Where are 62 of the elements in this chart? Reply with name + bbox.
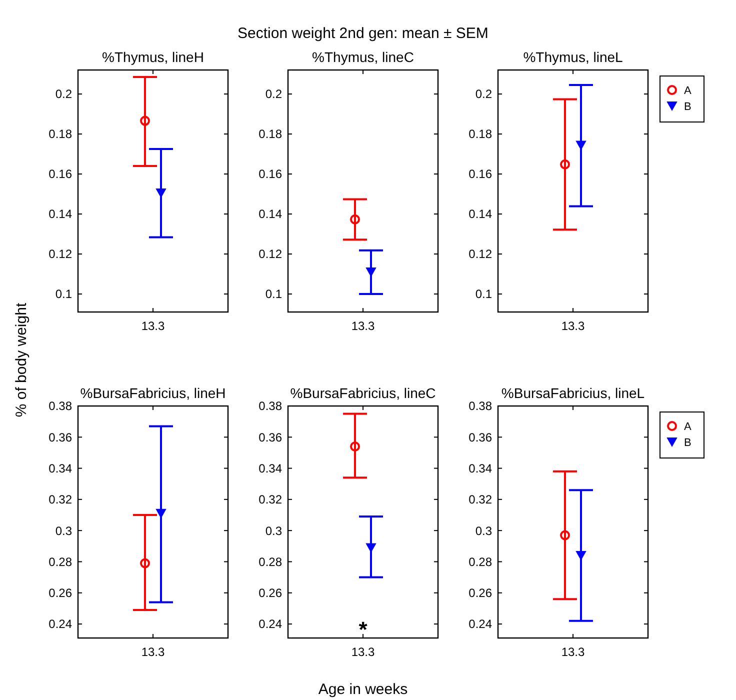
y-tick-label: 0.1 (265, 287, 282, 302)
chart-title: %Thymus, lineC (312, 49, 414, 65)
y-tick-label: 0.18 (258, 127, 282, 142)
x-axis-title: Age in weeks (318, 681, 408, 698)
y-tick-label: 0.16 (258, 167, 282, 182)
y-tick-label: 0.26 (258, 586, 282, 600)
y-tick-label: 0.2 (55, 87, 72, 102)
y-tick-label: 0.32 (258, 492, 282, 507)
y-tick-label: 0.34 (48, 461, 72, 476)
x-tick-label: 13.3 (141, 319, 165, 333)
legend-label: B (684, 100, 692, 113)
x-tick-label: 13.3 (561, 645, 585, 659)
chart-title: %Thymus, lineH (102, 49, 204, 65)
legend-label: B (684, 436, 692, 449)
legend-label: A (684, 420, 692, 433)
x-tick-label: 13.3 (351, 645, 375, 659)
chart-title: %BursaFabricius, lineH (80, 385, 226, 401)
x-tick-label: 13.3 (141, 645, 165, 659)
text: Section weight 2nd gen: mean ± SEM (238, 25, 488, 42)
y-tick-label: 0.28 (258, 554, 282, 569)
y-tick-label: 0.38 (258, 399, 282, 414)
y-tick-label: 0.16 (468, 167, 492, 182)
y-tick-label: 0.2 (475, 87, 492, 102)
y-tick-label: 0.14 (258, 207, 282, 222)
y-tick-label: 0.1 (475, 287, 492, 302)
y-tick-label: 0.38 (468, 399, 492, 414)
y-tick-label: 0.12 (258, 247, 282, 262)
y-tick-label: 0.28 (48, 554, 72, 569)
y-tick-label: 0.18 (48, 127, 72, 142)
y-tick-label: 0.18 (468, 127, 492, 142)
legend-label: A (684, 84, 692, 97)
chart-title: %BursaFabricius, lineC (290, 385, 436, 401)
y-tick-label: 0.12 (468, 247, 492, 262)
y-tick-label: 0.3 (265, 524, 282, 538)
y-tick-label: 0.26 (468, 586, 492, 600)
y-tick-label: 0.26 (48, 586, 72, 600)
y-tick-label: 0.32 (48, 492, 72, 507)
y-tick-label: 0.38 (48, 399, 72, 414)
y-tick-label: 0.14 (48, 207, 72, 222)
y-tick-label: 0.28 (468, 554, 492, 569)
y-tick-label: 0.1 (55, 287, 72, 302)
chart-title: %BursaFabricius, lineL (501, 385, 645, 401)
y-tick-label: 0.12 (48, 247, 72, 262)
y-tick-label: 0.14 (468, 207, 492, 222)
y-tick-label: 0.36 (468, 430, 492, 444)
y-tick-label: 0.32 (468, 492, 492, 507)
y-tick-label: 0.2 (265, 87, 282, 102)
y-tick-label: 0.24 (258, 617, 282, 632)
x-tick-label: 13.3 (561, 319, 585, 333)
annotation: * (358, 617, 368, 642)
y-tick-label: 0.36 (48, 430, 72, 444)
y-tick-label: 0.36 (258, 430, 282, 444)
y-tick-label: 0.3 (55, 524, 72, 538)
chart-title: %Thymus, lineL (523, 49, 624, 65)
y-tick-label: 0.24 (468, 617, 492, 632)
y-tick-label: 0.24 (48, 617, 72, 632)
y-tick-label: 0.16 (48, 167, 72, 182)
y-axis-title: % of body weight (13, 302, 30, 418)
x-tick-label: 13.3 (351, 319, 375, 333)
y-tick-label: 0.34 (468, 461, 492, 476)
y-tick-label: 0.34 (258, 461, 282, 476)
y-tick-label: 0.3 (475, 524, 492, 538)
